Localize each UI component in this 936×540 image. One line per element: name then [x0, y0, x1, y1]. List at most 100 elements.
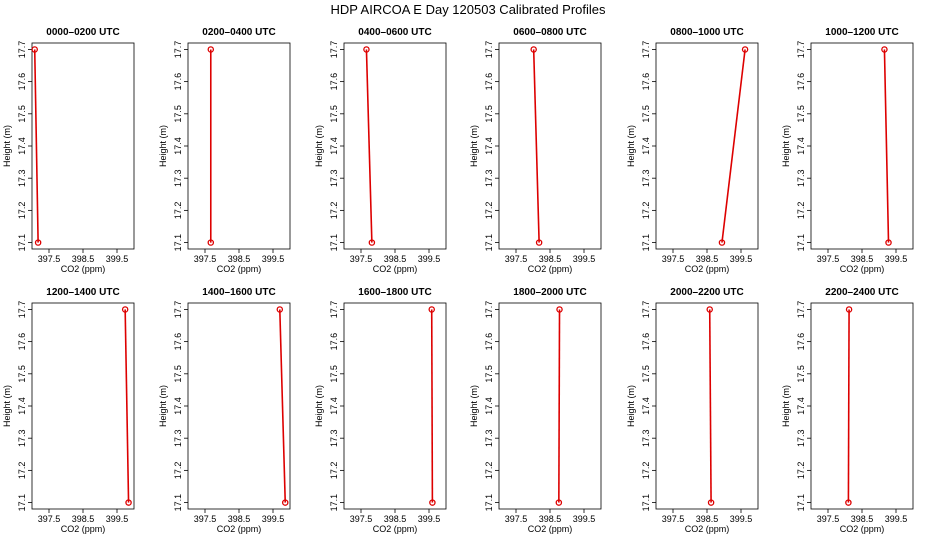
panel-title: 0800–1000 UTC	[670, 27, 743, 38]
co2-profile-line	[430, 309, 434, 503]
y-tick-label: 17.4	[484, 397, 494, 415]
y-tick-label: 17.6	[173, 73, 183, 91]
x-tick-label: 399.5	[730, 514, 753, 524]
y-axis-label: Height (m)	[781, 125, 791, 167]
y-axis-label: Height (m)	[158, 385, 168, 427]
y-tick-label: 17.6	[484, 333, 494, 351]
x-tick-label: 397.5	[505, 254, 528, 264]
data-point	[845, 499, 852, 506]
y-tick-label: 17.2	[173, 462, 183, 480]
y-tick-label: 17.3	[796, 429, 806, 447]
y-tick-label: 17.2	[329, 202, 339, 220]
y-tick-label: 17.5	[17, 105, 27, 123]
panel-title: 0000–0200 UTC	[46, 27, 119, 38]
y-tick-label: 17.1	[329, 494, 339, 512]
data-point	[281, 499, 289, 506]
y-tick-label: 17.7	[641, 301, 651, 319]
y-tick-label: 17.4	[796, 397, 806, 415]
x-tick-label: 397.5	[662, 514, 685, 524]
y-tick-label: 17.1	[484, 494, 494, 512]
y-tick-label: 17.7	[329, 301, 339, 319]
y-tick-label: 17.2	[173, 202, 183, 220]
x-tick-label: 397.5	[505, 514, 528, 524]
figure-title: HDP AIRCOA E Day 120503 Calibrated Profi…	[330, 2, 606, 17]
x-tick-label: 397.5	[194, 514, 217, 524]
y-tick-label: 17.7	[796, 41, 806, 59]
y-tick-label: 17.2	[796, 462, 806, 480]
x-tick-label: 397.5	[817, 514, 840, 524]
y-tick-label: 17.3	[17, 429, 27, 447]
data-point	[881, 46, 888, 53]
plot-frame	[498, 302, 602, 510]
co2-profile-line	[532, 49, 540, 243]
plot-frame	[31, 302, 135, 510]
y-tick-label: 17.6	[484, 73, 494, 91]
y-axis-label: Height (m)	[314, 385, 324, 427]
data-point	[207, 46, 215, 53]
co2-profile-line	[365, 49, 373, 243]
y-tick-label: 17.3	[484, 429, 494, 447]
x-tick-label: 399.5	[573, 514, 596, 524]
y-axis-label: Height (m)	[626, 385, 636, 427]
y-tick-label: 17.4	[17, 137, 27, 155]
y-tick-label: 17.7	[17, 301, 27, 319]
data-point	[31, 46, 38, 53]
y-tick-label: 17.7	[173, 301, 183, 319]
y-axis-label: Height (m)	[469, 125, 479, 167]
x-tick-label: 398.5	[228, 254, 251, 264]
y-tick-label: 17.2	[17, 202, 27, 220]
data-point	[125, 499, 132, 506]
y-tick-label: 17.2	[641, 202, 651, 220]
y-tick-label: 17.6	[641, 73, 651, 91]
y-tick-label: 17.4	[329, 397, 339, 415]
x-tick-label: 398.5	[539, 254, 562, 264]
y-tick-label: 17.3	[796, 169, 806, 187]
y-axis-label: Height (m)	[158, 125, 168, 167]
data-point	[34, 239, 42, 246]
data-point	[207, 239, 215, 246]
y-tick-label: 17.5	[329, 365, 339, 383]
y-tick-label: 17.1	[796, 234, 806, 252]
plot-frame	[343, 302, 447, 510]
y-tick-label: 17.5	[173, 365, 183, 383]
co2-profile-line	[33, 49, 39, 243]
co2-profile-line	[124, 309, 130, 503]
y-tick-label: 17.7	[796, 301, 806, 319]
y-tick-label: 17.2	[796, 202, 806, 220]
y-axis-label: Height (m)	[781, 385, 791, 427]
data-point	[707, 499, 715, 506]
data-point	[429, 499, 436, 506]
x-tick-label: 399.5	[106, 254, 129, 264]
y-tick-label: 17.2	[484, 462, 494, 480]
y-tick-label: 17.1	[641, 234, 651, 252]
y-axis-label: Height (m)	[2, 385, 12, 427]
y-tick-label: 17.4	[641, 397, 651, 415]
y-axis-label: Height (m)	[626, 125, 636, 167]
y-tick-label: 17.6	[173, 333, 183, 351]
y-tick-label: 17.2	[17, 462, 27, 480]
y-tick-label: 17.4	[484, 137, 494, 155]
plot-frame	[343, 42, 447, 250]
x-tick-label: 399.5	[262, 514, 285, 524]
y-tick-label: 17.6	[796, 73, 806, 91]
y-tick-label: 17.3	[17, 169, 27, 187]
y-tick-label: 17.1	[17, 234, 27, 252]
data-point	[368, 239, 376, 246]
panel-title: 1000–1200 UTC	[825, 27, 898, 38]
y-tick-label: 17.5	[796, 365, 806, 383]
x-axis-label: CO2 (ppm)	[61, 524, 106, 534]
x-axis-label: CO2 (ppm)	[685, 524, 730, 534]
co2-profile-line	[883, 49, 890, 243]
y-tick-label: 17.5	[484, 105, 494, 123]
x-axis-label: CO2 (ppm)	[217, 524, 262, 534]
data-point	[845, 306, 853, 313]
